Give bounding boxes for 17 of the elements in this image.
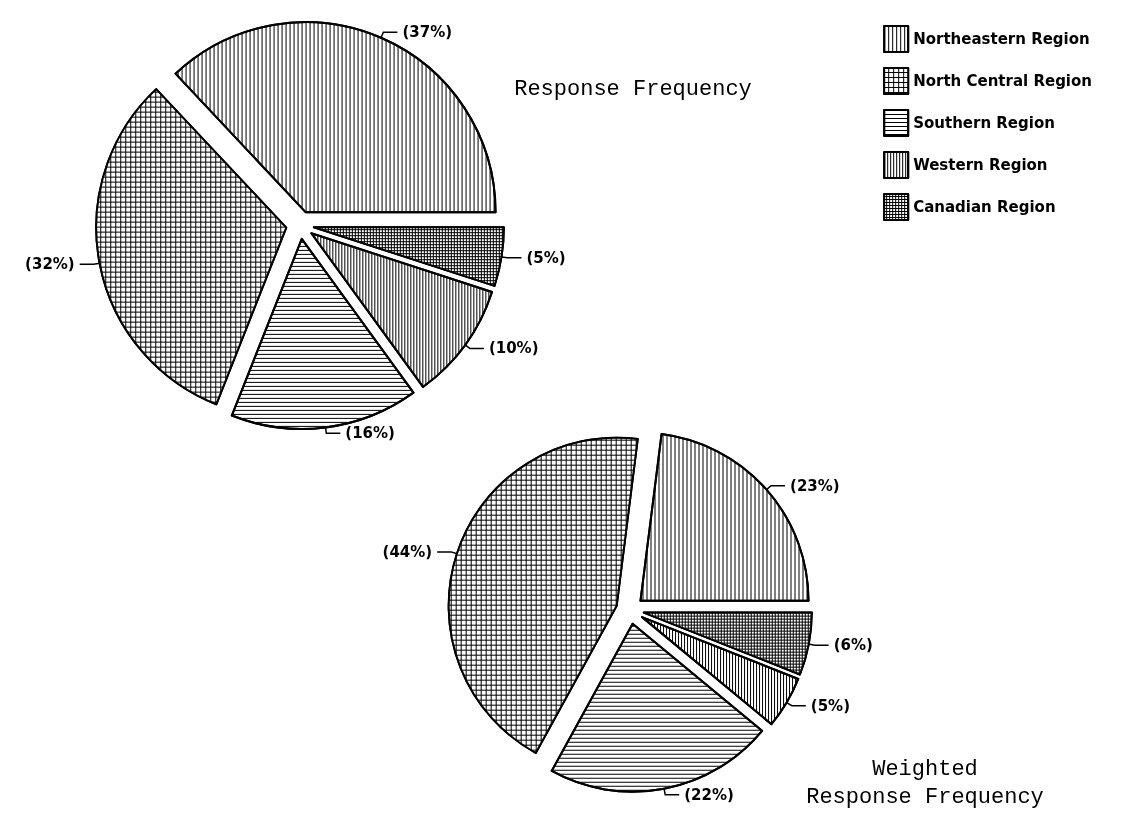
data-label: (5%) [810, 696, 851, 715]
data-label: (5%) [526, 248, 566, 267]
data-label: (10%) [488, 339, 539, 358]
legend-label: Southern Region [913, 114, 1055, 132]
data-label: (16%) [345, 424, 395, 443]
text: Response Frequency [514, 76, 752, 102]
data-label: (37%) [402, 23, 453, 42]
legend-label: Canadian Region [913, 198, 1056, 216]
data-label: (22%) [684, 785, 734, 804]
data-label: (23%) [790, 476, 840, 495]
legend-label: Northeastern Region [913, 30, 1090, 48]
data-label: (44%) [382, 542, 433, 561]
text: Weighted Response Frequency [806, 756, 1044, 810]
data-label: (32%) [25, 255, 75, 274]
data-label: (6%) [833, 636, 873, 655]
legend-label: North Central Region [913, 72, 1092, 90]
legend-label: Western Region [913, 156, 1048, 174]
